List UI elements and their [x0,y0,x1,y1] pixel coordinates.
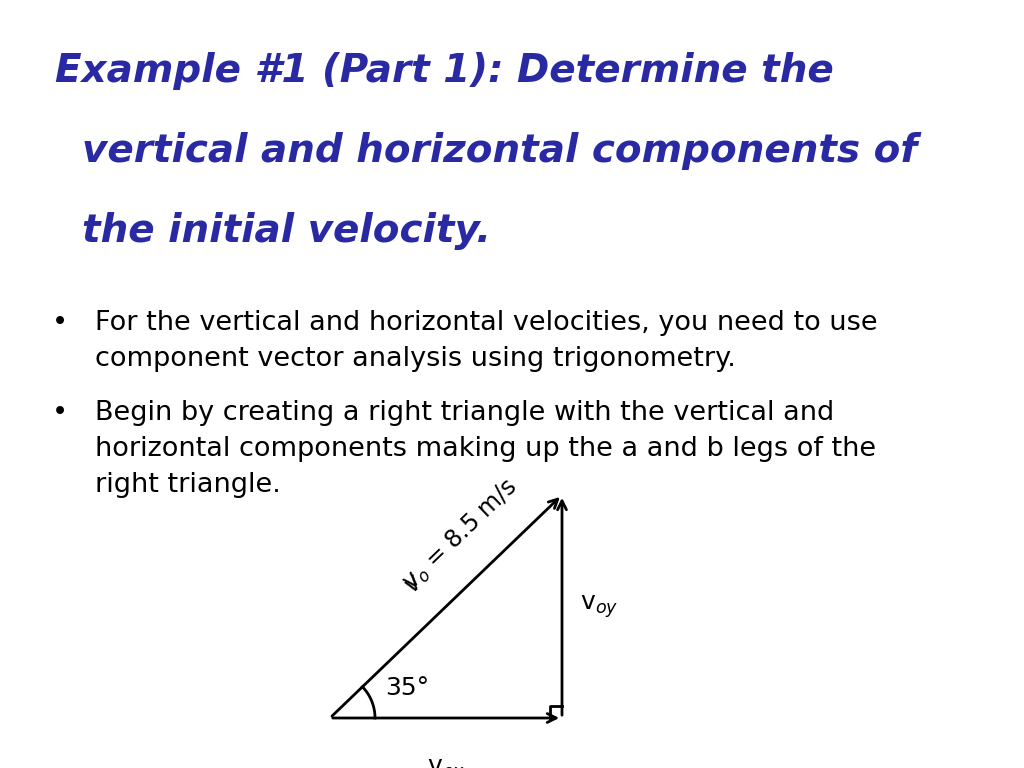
Text: Begin by creating a right triangle with the vertical and: Begin by creating a right triangle with … [95,400,835,426]
Text: 35°: 35° [385,676,429,700]
Text: vertical and horizontal components of: vertical and horizontal components of [55,132,918,170]
Text: right triangle.: right triangle. [95,472,281,498]
Text: For the vertical and horizontal velocities, you need to use: For the vertical and horizontal velociti… [95,310,878,336]
Text: v$_{ox}$: v$_{ox}$ [427,756,465,768]
Text: •: • [52,310,69,336]
Text: the initial velocity.: the initial velocity. [55,212,490,250]
Text: Example #1 (Part 1): Determine the: Example #1 (Part 1): Determine the [55,52,834,90]
Text: •: • [52,400,69,426]
Text: horizontal components making up the a and b legs of the: horizontal components making up the a an… [95,436,877,462]
Text: v: v [399,570,426,597]
Text: component vector analysis using trigonometry.: component vector analysis using trigonom… [95,346,736,372]
Text: v$_{oy}$: v$_{oy}$ [580,593,618,620]
Text: v$_o$ = 8.5 m/s: v$_o$ = 8.5 m/s [398,475,523,597]
